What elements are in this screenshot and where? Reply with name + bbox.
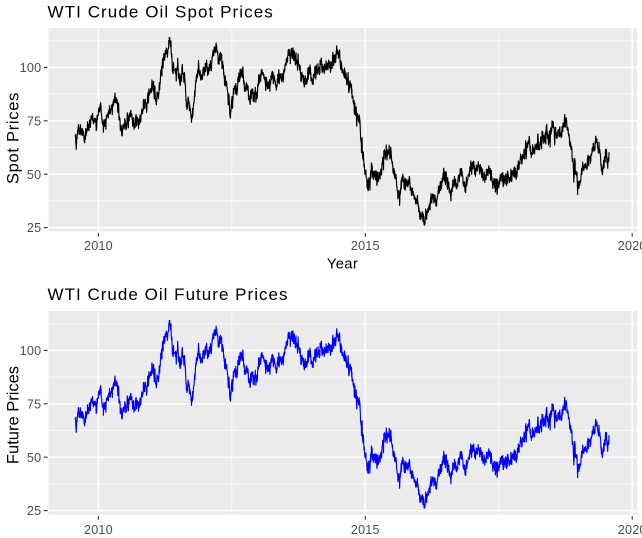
svg-text:100: 100 [20,344,42,358]
svg-text:50: 50 [27,168,41,182]
svg-text:2010: 2010 [84,239,113,253]
svg-text:2010: 2010 [84,523,113,537]
svg-text:Future Prices: Future Prices [5,366,23,464]
svg-text:2020: 2020 [618,523,642,537]
svg-text:2015: 2015 [351,239,380,253]
svg-text:75: 75 [27,397,41,411]
svg-text:25: 25 [27,504,41,518]
svg-text:50: 50 [27,451,41,465]
svg-text:Year: Year [327,257,358,273]
svg-text:75: 75 [27,114,41,128]
svg-text:25: 25 [27,221,41,235]
svg-text:2020: 2020 [618,239,642,253]
svg-text:WTI Crude Oil Spot Prices: WTI Crude Oil Spot Prices [48,3,274,22]
svg-text:2015: 2015 [351,523,380,537]
svg-text:Spot Prices: Spot Prices [5,92,23,184]
svg-text:100: 100 [20,61,42,75]
svg-text:WTI Crude Oil Future Prices: WTI Crude Oil Future Prices [48,285,289,304]
